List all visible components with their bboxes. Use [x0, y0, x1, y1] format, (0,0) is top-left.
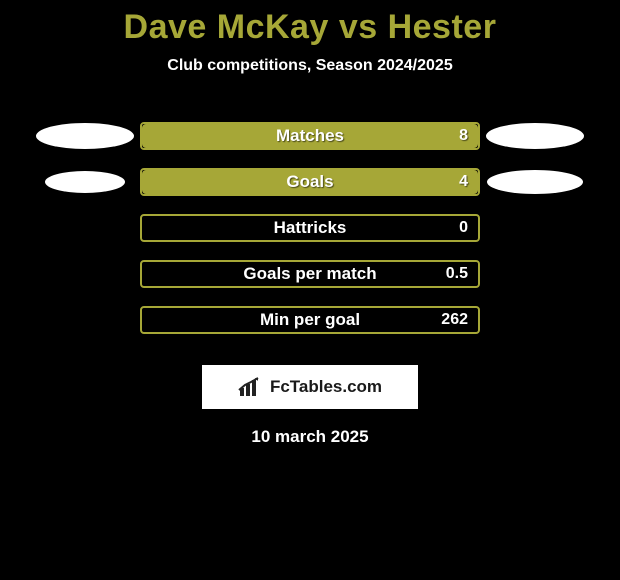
subtitle: Club competitions, Season 2024/2025 — [0, 57, 620, 75]
stat-value: 0 — [459, 216, 468, 240]
stat-row: Hattricks0 — [0, 205, 620, 251]
logo-text: FcTables.com — [270, 377, 382, 397]
right-ellipse-slot — [480, 123, 590, 149]
stat-row: Goals4 — [0, 159, 620, 205]
footer-date: 10 march 2025 — [0, 427, 620, 447]
stat-value: 0.5 — [446, 262, 468, 286]
stat-bar-fill — [142, 124, 478, 148]
stat-rows: Matches8Goals4Hattricks0Goals per match0… — [0, 113, 620, 343]
stat-bar: Min per goal262 — [140, 306, 480, 334]
stat-bar: Goals4 — [140, 168, 480, 196]
stat-bar-fill — [142, 170, 478, 194]
stat-label: Goals per match — [142, 262, 478, 286]
right-ellipse — [487, 170, 583, 194]
left-ellipse — [36, 123, 134, 149]
stat-row: Matches8 — [0, 113, 620, 159]
stat-bar: Matches8 — [140, 122, 480, 150]
right-ellipse — [486, 123, 584, 149]
stat-label: Min per goal — [142, 308, 478, 332]
stat-row: Min per goal262 — [0, 297, 620, 343]
stat-row: Goals per match0.5 — [0, 251, 620, 297]
stat-value: 262 — [441, 308, 468, 332]
stat-label: Hattricks — [142, 216, 478, 240]
stat-bar: Goals per match0.5 — [140, 260, 480, 288]
left-ellipse-slot — [30, 171, 140, 193]
left-ellipse-slot — [30, 123, 140, 149]
right-ellipse-slot — [480, 170, 590, 194]
stat-bar: Hattricks0 — [140, 214, 480, 242]
fctables-logo: FcTables.com — [202, 365, 418, 409]
bar-chart-icon — [238, 376, 264, 398]
left-ellipse — [45, 171, 125, 193]
page-title: Dave McKay vs Hester — [0, 8, 620, 47]
comparison-infographic: Dave McKay vs Hester Club competitions, … — [0, 8, 620, 580]
